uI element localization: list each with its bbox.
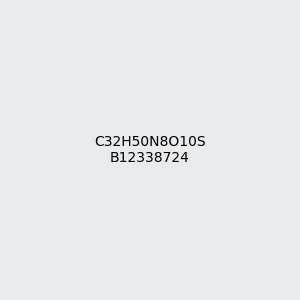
Text: C32H50N8O10S
B12338724: C32H50N8O10S B12338724	[94, 135, 206, 165]
